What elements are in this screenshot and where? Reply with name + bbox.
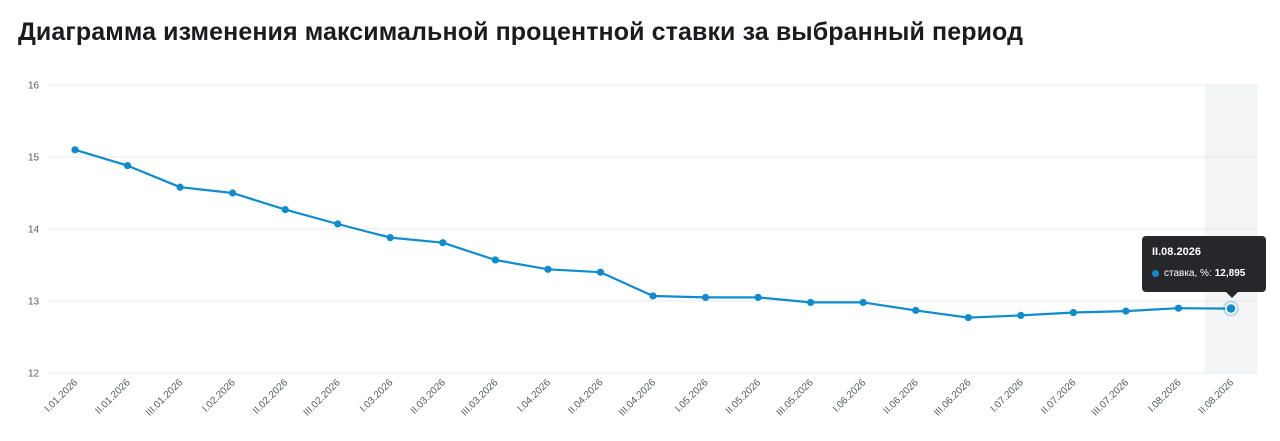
data-point[interactable] bbox=[859, 298, 867, 307]
x-tick-label: II.07.2026 bbox=[1039, 377, 1079, 417]
data-point[interactable] bbox=[912, 306, 920, 314]
data-point[interactable] bbox=[544, 265, 552, 273]
data-point[interactable] bbox=[1225, 302, 1237, 315]
x-tick-label: III.02.2026 bbox=[302, 377, 344, 419]
data-point[interactable] bbox=[386, 234, 394, 242]
x-tick-label: III.07.2026 bbox=[1090, 377, 1132, 419]
x-tick-label: I.06.2026 bbox=[831, 377, 869, 415]
data-point[interactable] bbox=[176, 183, 184, 191]
x-tick-label: II.01.2026 bbox=[93, 377, 133, 417]
x-tick-label: II.06.2026 bbox=[882, 377, 922, 417]
chart-tooltip: II.08.2026 ставка, %: 12,895 bbox=[1142, 236, 1266, 298]
x-tick-label: III.06.2026 bbox=[932, 377, 974, 419]
x-tick-label: II.08.2026 bbox=[1197, 377, 1237, 417]
data-point[interactable] bbox=[334, 220, 342, 228]
y-tick-label: 12 bbox=[28, 369, 40, 380]
x-tick-label: I.05.2026 bbox=[673, 377, 711, 415]
x-tick-label: III.05.2026 bbox=[775, 377, 817, 419]
page-title: Диаграмма изменения максимальной процент… bbox=[18, 18, 1024, 46]
data-point[interactable] bbox=[1017, 311, 1025, 319]
x-tick-label: I.02.2026 bbox=[200, 377, 238, 415]
data-point[interactable] bbox=[754, 293, 762, 301]
x-tick-label: III.04.2026 bbox=[617, 377, 659, 419]
x-tick-label: I.08.2026 bbox=[1146, 377, 1184, 415]
data-point[interactable] bbox=[491, 256, 499, 264]
data-point[interactable] bbox=[1069, 308, 1077, 317]
tooltip-series-label: ставка, %: bbox=[1164, 268, 1212, 279]
data-point[interactable] bbox=[1174, 304, 1183, 312]
x-tick-label: I.04.2026 bbox=[516, 377, 554, 415]
y-tick-label: 14 bbox=[28, 225, 40, 236]
data-point[interactable] bbox=[123, 162, 132, 170]
data-point[interactable] bbox=[649, 292, 657, 300]
data-point[interactable] bbox=[964, 313, 972, 322]
y-tick-label: 15 bbox=[28, 153, 40, 164]
y-tick-label: 16 bbox=[28, 81, 40, 92]
data-point[interactable] bbox=[1122, 307, 1130, 315]
tooltip-series-row: ставка, %: 12,895 bbox=[1152, 268, 1256, 279]
x-tick-label: I.01.2026 bbox=[43, 377, 81, 415]
tooltip-period: II.08.2026 bbox=[1152, 246, 1201, 258]
tooltip-value: 12,895 bbox=[1214, 268, 1246, 279]
data-point[interactable] bbox=[281, 205, 289, 214]
y-tick-label: 13 bbox=[28, 297, 40, 308]
x-tick-label: II.05.2026 bbox=[724, 377, 764, 417]
x-tick-label: II.03.2026 bbox=[409, 377, 449, 417]
x-tick-label: I.03.2026 bbox=[358, 377, 396, 415]
data-point[interactable] bbox=[596, 268, 605, 276]
x-tick-label: III.03.2026 bbox=[459, 377, 501, 419]
series-marker-icon bbox=[1152, 270, 1159, 277]
x-tick-label: I.07.2026 bbox=[989, 377, 1027, 415]
x-tick-label: II.02.2026 bbox=[251, 377, 291, 417]
data-point[interactable] bbox=[807, 298, 815, 307]
data-point[interactable] bbox=[71, 146, 79, 154]
x-tick-label: II.04.2026 bbox=[566, 377, 606, 417]
data-point[interactable] bbox=[229, 189, 237, 197]
x-tick-label: III.01.2026 bbox=[144, 377, 186, 419]
data-point[interactable] bbox=[701, 293, 710, 301]
data-point[interactable] bbox=[439, 239, 447, 247]
